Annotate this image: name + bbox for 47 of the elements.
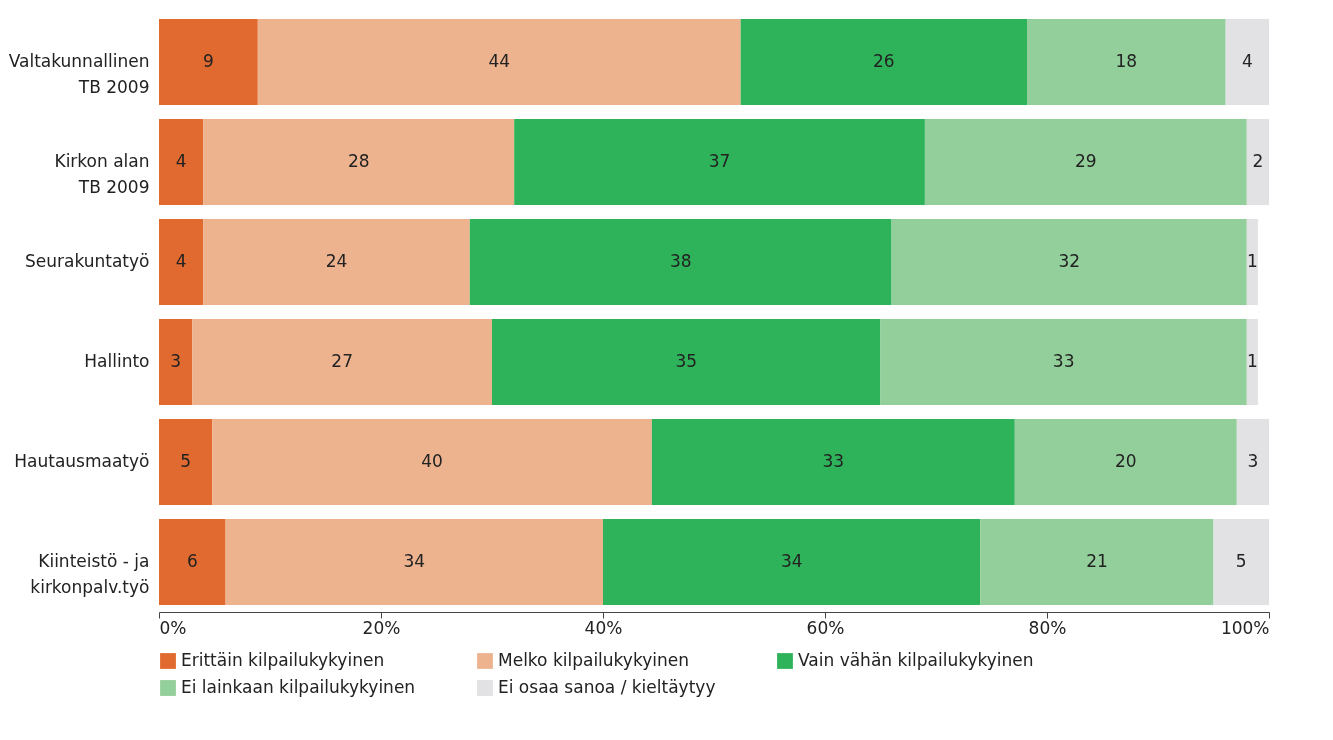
x-tick-label: 20% [362,617,401,638]
data-label: 40 [421,451,443,471]
x-tick-label: 0% [159,617,187,638]
data-label: 35 [675,351,698,371]
data-label: 4 [1241,51,1253,71]
legend-label: Melko kilpailukykyinen [498,650,689,670]
y-tick-label: Hallinto [84,351,150,371]
data-label: 20 [1114,451,1137,471]
data-label: 5 [1235,551,1247,571]
data-label: 3 [170,351,182,371]
data-label: 24 [325,251,348,271]
data-label: 44 [488,51,511,71]
legend-label: Ei osaa sanoa / kieltäytyy [498,677,716,697]
data-label: 3 [1247,451,1259,471]
y-tick-label: Hautausmaatyö [14,451,150,471]
y-tick-label: Kirkon alan TB 2009 [54,151,150,197]
data-label: 28 [347,151,370,171]
data-label: 37 [708,151,731,171]
y-tick-label: Valtakunnallinen TB 2009 [8,51,150,97]
legend-label: Erittäin kilpailukykyinen [181,650,385,670]
x-tick-label: 40% [584,617,623,638]
data-label: 5 [180,451,192,471]
data-label: 9 [202,51,214,71]
data-label: 29 [1075,151,1097,171]
data-label: 33 [1052,351,1075,371]
data-label: 1 [1246,351,1258,371]
x-tick-label: 60% [806,617,845,638]
data-label: 26 [873,51,895,71]
data-label: 6 [186,551,198,571]
x-tick-label: 100% [1220,617,1270,638]
data-label: 32 [1058,251,1081,271]
data-label: 27 [331,351,353,371]
y-tick-label: Kiinteistö - ja kirkonpalv.työ [30,551,150,597]
data-label: 21 [1086,551,1108,571]
data-label: 38 [669,251,692,271]
data-label: 34 [780,551,803,571]
data-label: 34 [403,551,426,571]
data-label: 1 [1246,251,1258,271]
y-tick-label: Seurakuntatyö [24,251,150,271]
data-label: 33 [822,451,845,471]
data-label: 18 [1115,51,1138,71]
legend-label: Vain vähän kilpailukykyinen [798,650,1034,670]
x-tick-label: 80% [1028,617,1067,638]
data-label: 4 [175,151,187,171]
data-label: 4 [175,251,187,271]
data-label: 2 [1252,151,1264,171]
legend-label: Ei lainkaan kilpailukykyinen [181,677,416,697]
